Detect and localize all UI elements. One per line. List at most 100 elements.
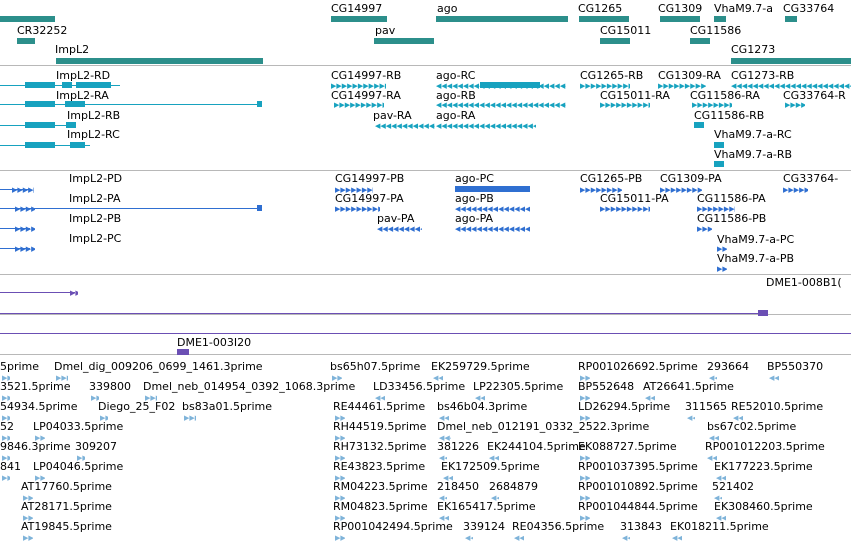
ests-label-ek244104-5prime[interactable]: EK244104.5prime — [487, 440, 586, 453]
ests-label-at26641-5prime[interactable]: AT26641.5prime — [643, 380, 734, 393]
transcript-exon[interactable] — [714, 142, 724, 148]
proteins-label-cg11586-pb[interactable]: CG11586-PB — [697, 212, 767, 225]
gene-bar-cg1265[interactable] — [579, 16, 629, 22]
ests-label-dmel-neb-012191-0332-2522-3prime[interactable]: Dmel_neb_012191_0332_2522.3prime — [437, 420, 650, 433]
ests-label-ek259729-5prime[interactable]: EK259729.5prime — [431, 360, 530, 373]
ests-label-bs46b04-3prime[interactable]: bs46b04.3prime — [437, 400, 528, 413]
proteins-label-cg15011-pa[interactable]: CG15011-PA — [600, 192, 669, 205]
transcript-exon[interactable] — [25, 122, 55, 128]
ests-label-re52010-5prime[interactable]: RE52010.5prime — [731, 400, 824, 413]
ests-label-dmel-neb-014954-0392-1068-3prime[interactable]: Dmel_neb_014954_0392_1068.3prime — [143, 380, 356, 393]
ests-label-bp552648[interactable]: BP552648 — [578, 380, 635, 393]
gene_span-label-cg1273[interactable]: CG1273 — [731, 43, 776, 56]
ests-label-bp550370[interactable]: BP550370 — [767, 360, 824, 373]
gene-bar-cr32252[interactable] — [17, 38, 35, 44]
ests-label-9846-3prime[interactable]: 9846.3prime — [0, 440, 71, 453]
proteins-label-cg14997-pa[interactable]: CG14997-PA — [335, 192, 404, 205]
ests-label-521402[interactable]: 521402 — [712, 480, 754, 493]
transcripts-label-cg11586-ra[interactable]: CG11586-RA — [690, 89, 760, 102]
ests-label-rm04223-5prime[interactable]: RM04223.5prime — [333, 480, 428, 493]
transcripts-label-cg14997-rb[interactable]: CG14997-RB — [331, 69, 402, 82]
gene-bar-vham97a[interactable] — [714, 16, 726, 22]
ests-label-3521-5prime[interactable]: 3521.5prime — [0, 380, 71, 393]
ests-label-diego-25-f02[interactable]: Diego_25_F02 — [98, 400, 176, 413]
ests-label-339124[interactable]: 339124 — [463, 520, 505, 533]
ests-label-rp001010892-5prime[interactable]: RP001010892.5prime — [578, 480, 698, 493]
ests-label-381226[interactable]: 381226 — [437, 440, 479, 453]
ests-label-bs67c02-5prime[interactable]: bs67c02.5prime — [707, 420, 797, 433]
proteins-label-vham9-7-a-pb[interactable]: VhaM9.7-a-PB — [717, 252, 795, 265]
transcript-exon[interactable] — [66, 122, 76, 128]
proteins-label-pav-pa[interactable]: pav-PA — [377, 212, 415, 225]
transcripts-label-impl2-rd[interactable]: ImpL2-RD — [56, 69, 111, 82]
ests-label-rp001012203-5prime[interactable]: RP001012203.5prime — [705, 440, 825, 453]
ests-label-ek177223-5prime[interactable]: EK177223.5prime — [714, 460, 813, 473]
transcripts-label-cg33764-ra[interactable]: CG33764-R — [783, 89, 846, 102]
ests-label-5prime[interactable]: 5prime — [0, 360, 40, 373]
transcripts-label-vham9-7-a-rb[interactable]: VhaM9.7-a-RB — [714, 148, 793, 161]
proteins-label-impl2-pc[interactable]: ImpL2-PC — [69, 232, 122, 245]
transcripts-label-impl2-rb[interactable]: ImpL2-RB — [67, 109, 121, 122]
ests-label-rp001026692-5prime[interactable]: RP001026692.5prime — [578, 360, 698, 373]
proteins-label-impl2-pa[interactable]: ImpL2-PA — [69, 192, 121, 205]
ests-label-ek308460-5prime[interactable]: EK308460.5prime — [714, 500, 813, 513]
gene_span-label-cg33764[interactable]: CG33764 — [783, 2, 835, 15]
ests-label-rp001037395-5prime[interactable]: RP001037395.5prime — [578, 460, 698, 473]
ests-label-218450[interactable]: 218450 — [437, 480, 479, 493]
proteins-label-ago-pa[interactable]: ago-PA — [455, 212, 494, 225]
transcript-exon[interactable] — [25, 142, 55, 148]
transcript-exon[interactable] — [694, 122, 704, 128]
gene_span-label-cg15011[interactable]: CG15011 — [600, 24, 652, 37]
protein-exon[interactable] — [257, 205, 262, 211]
transcripts-label-ago-ra[interactable]: ago-RA — [436, 109, 476, 122]
transcripts-label-impl2-ra[interactable]: ImpL2-RA — [56, 89, 109, 102]
proteins-label-cg33764-pa[interactable]: CG33764- — [783, 172, 839, 185]
ests-label-ld26294-5prime[interactable]: LD26294.5prime — [578, 400, 671, 413]
gene-bar-pav[interactable] — [374, 38, 434, 44]
gene-bar-cg15011[interactable] — [600, 38, 630, 44]
protein-exon[interactable] — [455, 186, 530, 192]
proteins-label-cg1309-pa[interactable]: CG1309-PA — [660, 172, 722, 185]
transcript-exon[interactable] — [25, 101, 55, 107]
transcript-exon[interactable] — [25, 82, 55, 88]
transcripts-label-pav-ra[interactable]: pav-RA — [373, 109, 412, 122]
proteins-label-vham9-7-a-pc[interactable]: VhaM9.7-a-PC — [717, 233, 795, 246]
proteins-label-ago-pc[interactable]: ago-PC — [455, 172, 494, 185]
ests-label-dmel-dig-009206-0699-1461-3prime[interactable]: Dmel_dig_009206_0699_1461.3prime — [54, 360, 263, 373]
gene_span-label-ago[interactable]: ago — [437, 2, 458, 15]
transcripts-label-cg1265-rb[interactable]: CG1265-RB — [580, 69, 644, 82]
gene-bar-ago[interactable] — [436, 16, 568, 22]
ests-label-bs83a01-5prime[interactable]: bs83a01.5prime — [182, 400, 272, 413]
ests-label-rp001042494-5prime[interactable]: RP001042494.5prime — [333, 520, 453, 533]
gene_span-label-cg14997[interactable]: CG14997 — [331, 2, 383, 15]
proteins-label-impl2-pb[interactable]: ImpL2-PB — [69, 212, 122, 225]
ests-label-rh73132-5prime[interactable]: RH73132.5prime — [333, 440, 427, 453]
gene-bar-cg1309[interactable] — [660, 16, 700, 22]
clone-end[interactable] — [177, 349, 189, 355]
transcripts-label-cg1309-ra[interactable]: CG1309-RA — [658, 69, 721, 82]
gene-bar-cg14997[interactable] — [331, 16, 387, 22]
gene_span-label-cg11586[interactable]: CG11586 — [690, 24, 742, 37]
transcript-exon[interactable] — [257, 101, 262, 107]
ests-label-lp04046-5prime[interactable]: LP04046.5prime — [33, 460, 124, 473]
ests-label-rm04823-5prime[interactable]: RM04823.5prime — [333, 500, 428, 513]
ests-label-311565[interactable]: 311565 — [685, 400, 727, 413]
proteins-label-ago-pb[interactable]: ago-PB — [455, 192, 494, 205]
clone-end[interactable] — [758, 310, 768, 316]
ests-label-2684879[interactable]: 2684879 — [489, 480, 538, 493]
gene_span-label-pav[interactable]: pav — [375, 24, 396, 37]
clones-label-dme1-003i20[interactable]: DME1-003I20 — [177, 336, 252, 349]
gene_span-label-vham9-7-a[interactable]: VhaM9.7-a — [714, 2, 773, 15]
clones-label-dme1-008b10[interactable]: DME1-008B1( — [766, 276, 842, 289]
transcript-exon[interactable] — [480, 82, 540, 88]
gene_span-label-cg1265[interactable]: CG1265 — [578, 2, 623, 15]
transcripts-label-cg15011-ra[interactable]: CG15011-RA — [600, 89, 670, 102]
ests-label-ek088727-5prime[interactable]: EK088727.5prime — [578, 440, 677, 453]
ests-label-ld33456-5prime[interactable]: LD33456.5prime — [373, 380, 466, 393]
ests-label-rp001044844-5prime[interactable]: RP001044844.5prime — [578, 500, 698, 513]
ests-label-313843[interactable]: 313843 — [620, 520, 662, 533]
gene-bar[interactable] — [0, 16, 55, 22]
ests-label-lp22305-5prime[interactable]: LP22305.5prime — [473, 380, 564, 393]
ests-label-at28171-5prime[interactable]: AT28171.5prime — [21, 500, 112, 513]
